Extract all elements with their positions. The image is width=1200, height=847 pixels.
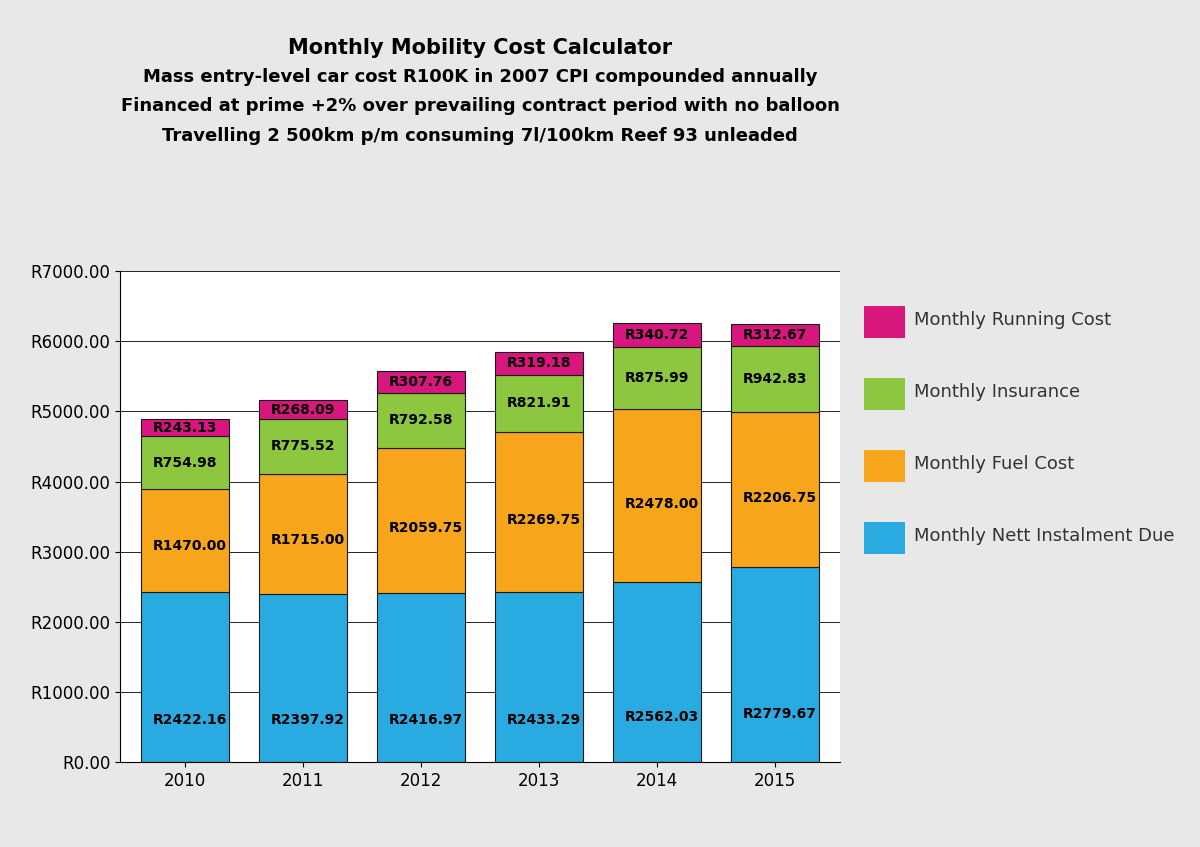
Text: R754.98: R754.98: [154, 456, 217, 469]
Text: Travelling 2 500km p/m consuming 7l/100km Reef 93 unleaded: Travelling 2 500km p/m consuming 7l/100k…: [162, 127, 798, 145]
Text: R2478.00: R2478.00: [625, 497, 700, 512]
Bar: [140, 592, 229, 762]
Text: R2416.97: R2416.97: [389, 713, 463, 727]
Text: R2433.29: R2433.29: [508, 712, 581, 727]
Text: R268.09: R268.09: [271, 403, 336, 417]
Bar: [259, 473, 347, 594]
Bar: [731, 412, 820, 567]
Text: R792.58: R792.58: [389, 413, 454, 428]
Bar: [494, 374, 583, 432]
Bar: [377, 448, 466, 593]
Text: R942.83: R942.83: [743, 373, 808, 386]
Bar: [140, 419, 229, 436]
Bar: [140, 490, 229, 592]
Text: R243.13: R243.13: [154, 421, 217, 435]
Bar: [377, 392, 466, 448]
Bar: [731, 346, 820, 412]
Text: R312.67: R312.67: [743, 329, 808, 342]
Text: R2206.75: R2206.75: [743, 490, 817, 505]
Bar: [731, 567, 820, 762]
Bar: [613, 347, 701, 408]
Bar: [140, 436, 229, 490]
Text: R821.91: R821.91: [508, 396, 571, 411]
Text: R2059.75: R2059.75: [389, 521, 463, 534]
Text: Monthly Mobility Cost Calculator: Monthly Mobility Cost Calculator: [288, 38, 672, 58]
Text: Monthly Insurance: Monthly Insurance: [914, 383, 1080, 401]
Text: R2422.16: R2422.16: [154, 713, 228, 727]
Text: R2397.92: R2397.92: [271, 713, 346, 728]
Text: R2269.75: R2269.75: [508, 512, 581, 527]
Text: R319.18: R319.18: [508, 357, 571, 370]
Text: R1470.00: R1470.00: [154, 539, 227, 553]
Text: R340.72: R340.72: [625, 328, 690, 342]
Bar: [613, 408, 701, 583]
Text: Financed at prime +2% over prevailing contract period with no balloon: Financed at prime +2% over prevailing co…: [120, 97, 840, 115]
Text: R775.52: R775.52: [271, 440, 336, 453]
Text: R875.99: R875.99: [625, 371, 690, 385]
Text: Monthly Fuel Cost: Monthly Fuel Cost: [914, 455, 1074, 473]
Bar: [731, 324, 820, 346]
Bar: [377, 371, 466, 392]
Text: Mass entry-level car cost R100K in 2007 CPI compounded annually: Mass entry-level car cost R100K in 2007 …: [143, 68, 817, 86]
Bar: [494, 591, 583, 762]
Text: Monthly Nett Instalment Due: Monthly Nett Instalment Due: [914, 527, 1175, 545]
Bar: [259, 594, 347, 762]
Bar: [613, 583, 701, 762]
Text: R1715.00: R1715.00: [271, 533, 346, 547]
Bar: [494, 432, 583, 591]
Text: R307.76: R307.76: [389, 374, 454, 389]
Text: Monthly Running Cost: Monthly Running Cost: [914, 311, 1111, 329]
Text: R2779.67: R2779.67: [743, 706, 817, 721]
Text: R2562.03: R2562.03: [625, 711, 700, 724]
Bar: [494, 352, 583, 374]
Bar: [613, 324, 701, 347]
Bar: [377, 593, 466, 762]
Bar: [259, 419, 347, 473]
Bar: [259, 401, 347, 419]
